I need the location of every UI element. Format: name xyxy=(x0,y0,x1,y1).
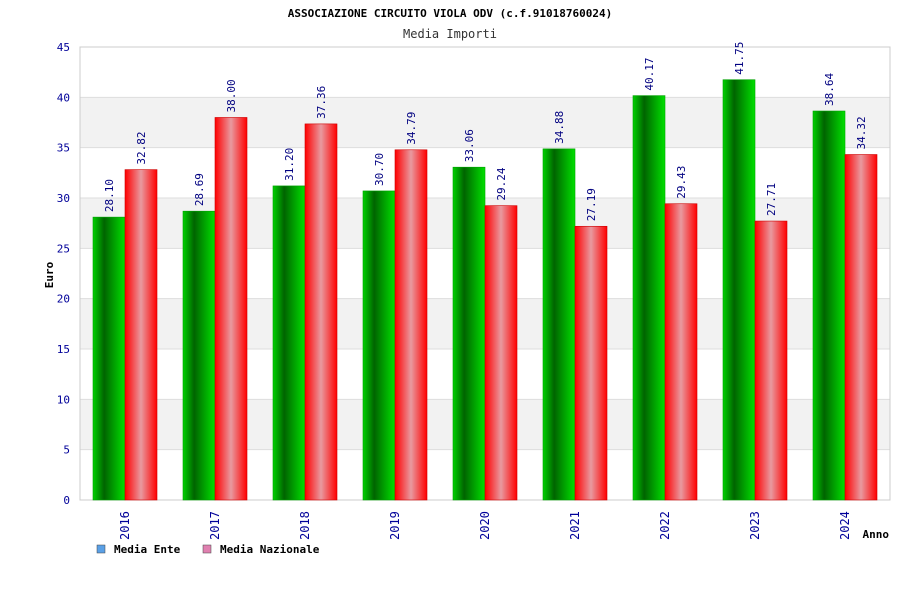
bar-media-nazionale xyxy=(304,123,338,501)
x-tick-label: 2021 xyxy=(568,511,582,540)
x-tick-label: 2016 xyxy=(118,511,132,540)
legend-swatch-media-ente xyxy=(96,544,106,554)
bar-value-label: 29.43 xyxy=(675,166,688,199)
x-tick-label: 2018 xyxy=(298,511,312,540)
bar-media-nazionale xyxy=(844,154,878,501)
x-tick-label: 2020 xyxy=(478,511,492,540)
x-tick-label: 2024 xyxy=(838,511,852,540)
bar-media-nazionale xyxy=(664,203,698,501)
x-tick-label: 2019 xyxy=(388,511,402,540)
y-tick-label: 45 xyxy=(57,41,70,54)
y-axis-ticks: 0 5 10 15 20 25 30 35 40 45 xyxy=(57,41,70,507)
bar-value-label: 30.70 xyxy=(373,153,386,186)
bar-media-ente xyxy=(632,95,666,501)
bar-media-ente xyxy=(812,110,846,501)
bar-value-label: 28.69 xyxy=(193,173,206,206)
bar-media-nazionale xyxy=(754,220,788,501)
bar-value-labels: 28.10 32.82 28.69 38.00 31.20 37.36 30.70 34.79… xyxy=(103,42,868,222)
y-tick-label: 10 xyxy=(57,393,70,406)
x-tick-label: 2017 xyxy=(208,511,222,540)
bar-value-label: 40.17 xyxy=(643,57,656,90)
bar-value-label: 27.19 xyxy=(585,188,598,221)
y-tick-label: 0 xyxy=(63,494,70,507)
y-tick-label: 5 xyxy=(63,444,70,457)
legend-label-media-nazionale: Media Nazionale xyxy=(220,543,320,556)
x-axis-tick-labels: 2016 2017 2018 2019 2020 2021 2022 2023 2024 xyxy=(118,511,852,540)
bar-media-nazionale xyxy=(394,149,428,501)
grid-band xyxy=(80,97,890,148)
bar-value-label: 34.79 xyxy=(405,112,418,145)
legend-label-media-ente: Media Ente xyxy=(114,543,181,556)
bar-value-label: 41.75 xyxy=(733,42,746,75)
bar-value-label: 33.06 xyxy=(463,129,476,162)
bar-value-label: 38.00 xyxy=(225,79,238,112)
x-tick-label: 2022 xyxy=(658,511,672,540)
y-tick-label: 40 xyxy=(57,91,70,104)
bar-media-nazionale xyxy=(484,205,518,501)
bar-value-label: 28.10 xyxy=(103,179,116,212)
bar-media-nazionale xyxy=(574,225,608,501)
y-axis-label: Euro xyxy=(43,261,56,288)
legend: Media Ente Media Nazionale xyxy=(96,543,320,556)
bar-media-ente xyxy=(452,166,486,501)
bar-value-label: 32.82 xyxy=(135,131,148,164)
bar-value-label: 37.36 xyxy=(315,86,328,119)
bar-media-ente xyxy=(362,190,396,501)
bar-media-nazionale xyxy=(124,169,158,501)
bar-media-ente xyxy=(542,148,576,501)
x-tick-label: 2023 xyxy=(748,511,762,540)
bar-value-label: 29.24 xyxy=(495,167,508,200)
y-tick-label: 20 xyxy=(57,293,70,306)
bar-value-label: 34.88 xyxy=(553,111,566,144)
bar-media-ente xyxy=(92,216,126,501)
bar-value-label: 31.20 xyxy=(283,148,296,181)
bar-value-label: 38.64 xyxy=(823,73,836,106)
chart-title: ASSOCIAZIONE CIRCUITO VIOLA ODV (c.f.910… xyxy=(288,7,613,20)
y-tick-label: 15 xyxy=(57,343,70,356)
bar-media-ente xyxy=(722,79,756,501)
legend-swatch-media-nazionale xyxy=(202,544,212,554)
bar-media-ente xyxy=(182,210,216,501)
y-tick-label: 35 xyxy=(57,142,70,155)
x-axis-label: Anno xyxy=(863,528,890,541)
y-tick-label: 25 xyxy=(57,242,70,255)
bar-value-label: 27.71 xyxy=(765,183,778,216)
bar-value-label: 34.32 xyxy=(855,116,868,149)
bar-media-nazionale xyxy=(214,117,248,501)
chart-subtitle: Media Importi xyxy=(403,27,497,41)
bar-media-ente xyxy=(272,185,306,501)
bars xyxy=(92,79,878,501)
y-tick-label: 30 xyxy=(57,192,70,205)
